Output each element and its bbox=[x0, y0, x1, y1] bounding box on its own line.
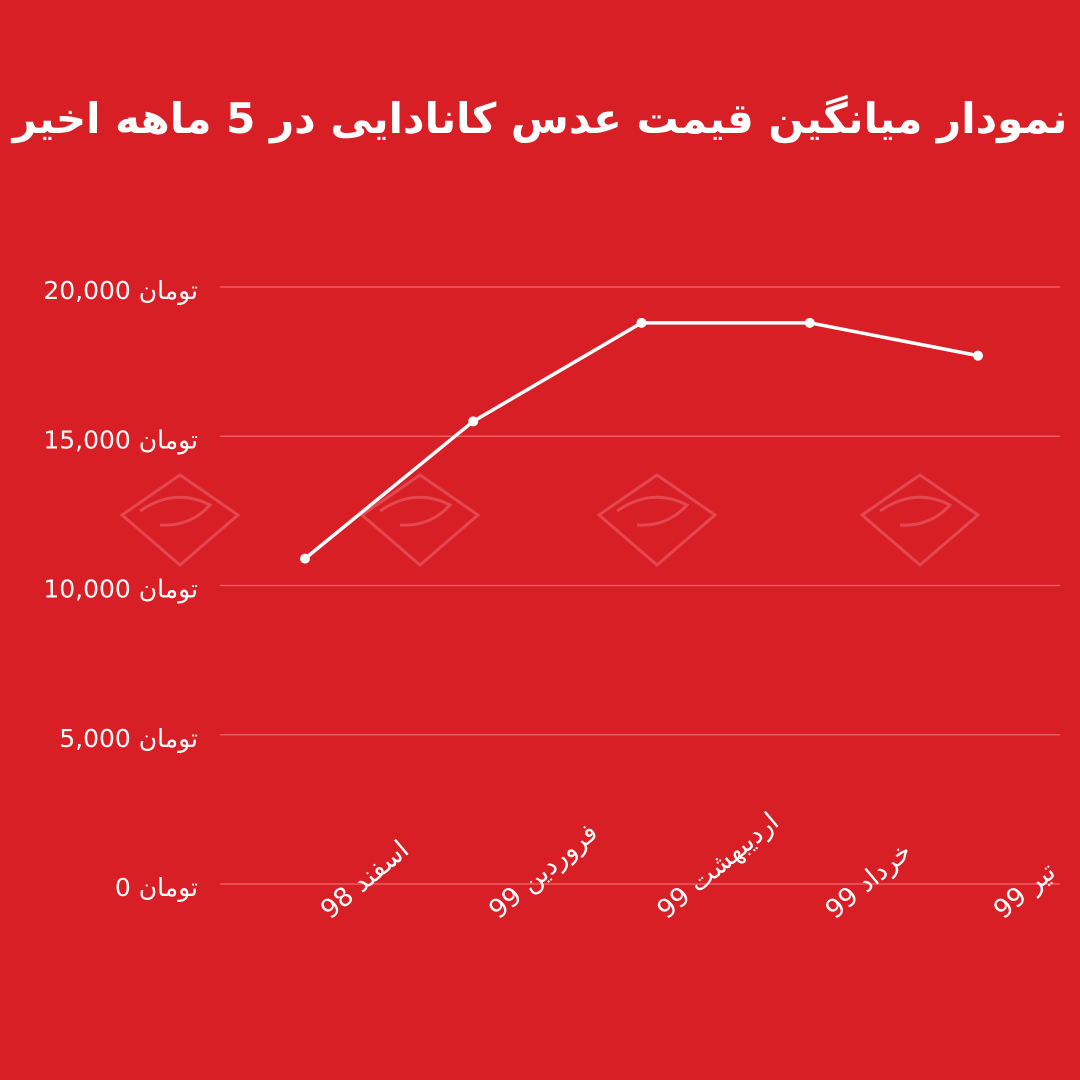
watermark-logo-icon bbox=[859, 473, 981, 567]
watermark-logo-icon bbox=[359, 473, 481, 567]
y-tick-label: تومان 5,000 bbox=[59, 724, 198, 753]
watermark-swirl-icon bbox=[139, 495, 213, 527]
watermark-swirl-icon bbox=[879, 495, 953, 527]
data-point bbox=[468, 416, 479, 427]
y-tick-label: تومان 15,000 bbox=[43, 425, 198, 454]
watermark-logo-icon bbox=[596, 473, 718, 567]
watermark-swirl-icon bbox=[616, 495, 690, 527]
data-point bbox=[636, 317, 647, 328]
watermark-swirl-icon bbox=[379, 495, 453, 527]
data-point bbox=[804, 317, 815, 328]
x-tick-label: تیر 99 bbox=[988, 857, 1062, 925]
x-tick-label: اسفند 98 bbox=[315, 835, 415, 925]
y-tick-label: تومان 20,000 bbox=[43, 276, 198, 305]
data-point bbox=[300, 553, 310, 564]
data-point bbox=[973, 350, 983, 361]
x-tick-label: اردیبهشت 99 bbox=[652, 807, 785, 925]
watermark-logo-icon bbox=[119, 473, 241, 567]
chart-title: نمودار میانگین قیمت عدس کانادایی در 5 ما… bbox=[11, 94, 1068, 144]
y-tick-label: تومان 10,000 bbox=[43, 575, 198, 604]
series-line bbox=[303, 321, 980, 561]
x-tick-label: فروردین 99 bbox=[483, 818, 603, 926]
x-tick-label: خرداد 99 bbox=[820, 837, 918, 926]
y-tick-label: تومان 0 bbox=[115, 873, 198, 902]
